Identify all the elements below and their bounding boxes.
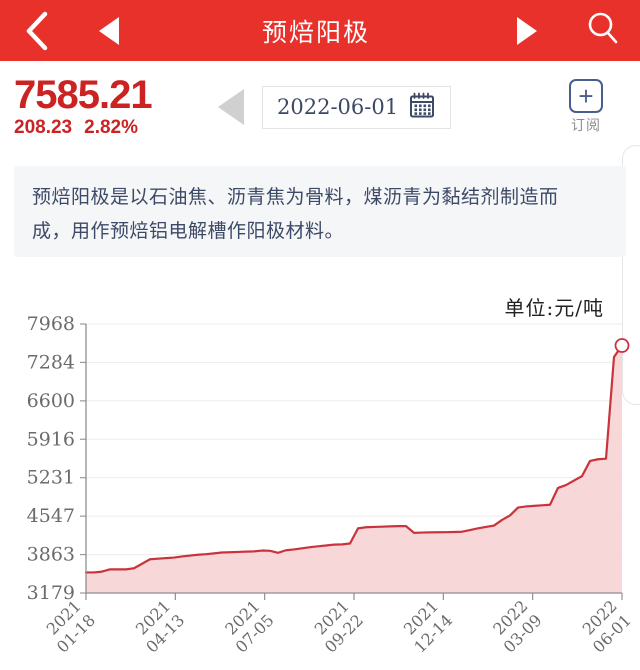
triangle-right-icon xyxy=(517,16,537,45)
triangle-left-icon xyxy=(99,16,119,45)
subscribe-label: 订阅 xyxy=(571,118,601,134)
price-change-group: 208.23 2.82% xyxy=(14,116,200,140)
last-point-marker[interactable] xyxy=(614,338,630,353)
quote-values: 7585.21 208.23 2.82% xyxy=(0,74,200,140)
page-title: 预焙阳极 xyxy=(261,17,370,47)
plus-icon: + xyxy=(569,79,603,113)
chart-unit-label: 单位:元/吨 xyxy=(504,296,604,320)
y-tick-label: 7284 xyxy=(27,351,75,373)
y-tick-label: 7968 xyxy=(27,313,75,335)
price-change: 208.23 xyxy=(14,117,73,138)
description-line-1: 预焙阳极是以石油焦、沥青焦为骨料，煤沥青为黏结剂制造而 xyxy=(32,186,559,208)
y-tick-label: 5231 xyxy=(27,467,75,489)
date-selector: 2022-06-01 xyxy=(200,85,532,129)
price-change-percent: 2.82% xyxy=(84,117,138,138)
search-button[interactable] xyxy=(566,0,640,61)
description-card: 预焙阳极是以石油焦、沥青焦为骨料，煤沥青为黏结剂制造而 成，用作预焙铝电解槽作阳… xyxy=(14,166,626,257)
chart-area-fill xyxy=(86,345,622,593)
date-picker[interactable]: 2022-06-01 xyxy=(262,85,452,129)
y-tick-label: 4547 xyxy=(27,505,75,527)
calendar-icon[interactable] xyxy=(408,91,436,124)
current-price: 7585.21 xyxy=(14,73,153,117)
y-tick-label: 6600 xyxy=(27,390,75,412)
price-chart-svg: 3179 3863 4547 5231 5916 6600 7284 7968 202101-1… xyxy=(27,313,635,657)
description-line-2: 成，用作预焙铝电解槽作阳极材料。 xyxy=(32,220,345,242)
search-icon xyxy=(586,11,620,50)
date-value: 2022-06-01 xyxy=(277,95,399,119)
price-chart[interactable]: 3179 3863 4547 5231 5916 6600 7284 7968 2021 01-1… xyxy=(0,300,640,670)
y-tick-label: 3863 xyxy=(27,544,75,566)
back-button[interactable] xyxy=(0,0,74,61)
date-prev-button[interactable] xyxy=(218,89,244,125)
quote-bar: 7585.21 208.23 2.82% 2022-06-01 xyxy=(0,61,640,153)
y-tick-label: 5916 xyxy=(27,428,75,450)
app-header: 预焙阳极 xyxy=(0,0,640,61)
y-tick-label: 3179 xyxy=(27,582,75,604)
next-item-button[interactable] xyxy=(488,0,566,61)
chart-line xyxy=(84,344,624,574)
subscribe-button[interactable]: + 订阅 xyxy=(532,79,640,135)
prev-item-button[interactable] xyxy=(74,0,144,61)
chevron-left-icon xyxy=(24,10,50,52)
